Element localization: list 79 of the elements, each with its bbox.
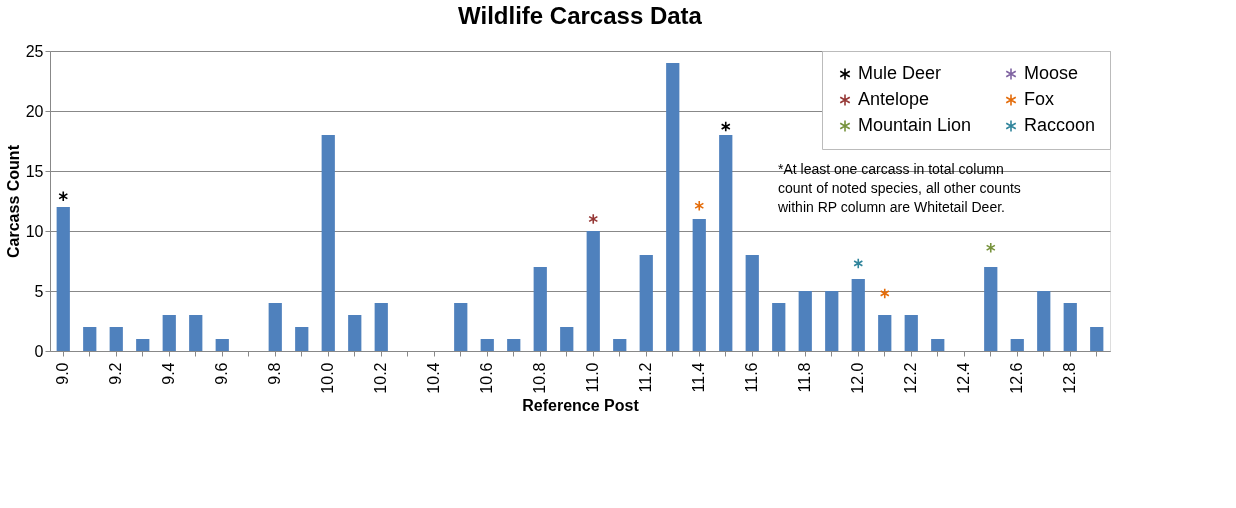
- point: [720, 121, 731, 133]
- x-tick-label: 9.0: [54, 362, 72, 385]
- x-tick-label: 10.2: [372, 362, 390, 394]
- x-tick-label: 9.4: [160, 362, 178, 385]
- bar: [745, 255, 759, 351]
- bar: [904, 315, 918, 351]
- bar: [666, 63, 680, 351]
- x-tick-label: 12.0: [849, 362, 867, 394]
- bar: [215, 339, 229, 351]
- y-tick-label: 25: [25, 42, 44, 60]
- point: [853, 257, 864, 269]
- bar: [109, 327, 123, 351]
- x-axis-title: Reference Post: [522, 396, 640, 414]
- bar: [586, 231, 600, 351]
- bar: [268, 303, 282, 351]
- chart-title: Wildlife Carcass Data: [458, 2, 703, 29]
- bar: [1090, 327, 1104, 351]
- x-tick-label: 11.0: [584, 362, 602, 393]
- bar: [851, 279, 865, 351]
- legend-label: Fox: [1024, 89, 1055, 109]
- bar: [136, 339, 150, 351]
- legend-label: Moose: [1024, 63, 1079, 83]
- bar: [825, 291, 839, 351]
- point: [58, 190, 69, 202]
- x-tick-label: 9.2: [107, 362, 125, 385]
- y-axis-title: Carcass Count: [4, 144, 22, 258]
- bar: [480, 339, 494, 351]
- x-tick-label: 12.4: [955, 362, 973, 394]
- x-tick-label: 9.8: [266, 362, 284, 385]
- legend-label: Mountain Lion: [858, 115, 972, 135]
- x-tick-label: 10.0: [319, 362, 337, 394]
- x-tick-label: 12.8: [1061, 362, 1079, 394]
- y-tick-label: 0: [34, 342, 44, 360]
- x-tick-label: 11.2: [637, 362, 655, 393]
- bar: [613, 339, 627, 351]
- annotation: *At least one carcass in total column count of noted species, all other counts within RP column are Whitetail Deer.: [777, 161, 1021, 215]
- bar: [931, 339, 945, 351]
- y-tick-label: 15: [25, 162, 44, 180]
- point: [985, 242, 996, 254]
- bar: [321, 135, 335, 351]
- bar: [772, 303, 786, 351]
- legend-label: Antelope: [858, 89, 930, 109]
- bar: [639, 255, 653, 351]
- bar: [162, 315, 176, 351]
- bar: [454, 303, 468, 351]
- point: [879, 287, 890, 299]
- bar: [1010, 339, 1024, 351]
- point: [588, 213, 599, 225]
- bar: [374, 303, 388, 351]
- x-tick-label: 11.4: [690, 362, 708, 393]
- x-tick-label: 11.6: [743, 362, 761, 393]
- bar: [295, 327, 309, 351]
- x-tick-label: 12.2: [902, 362, 920, 394]
- x-tick-label: 10.6: [478, 362, 496, 394]
- bar: [83, 327, 97, 351]
- bar: [1037, 291, 1051, 351]
- x-tick-label: 10.8: [531, 362, 549, 394]
- bar: [507, 339, 521, 351]
- y-tick-label: 20: [25, 102, 44, 120]
- x-tick-label: 9.6: [213, 362, 231, 385]
- bar: [719, 135, 733, 351]
- legend-label: Mule Deer: [858, 63, 942, 83]
- x-tick-label: 11.8: [796, 362, 814, 393]
- x-tick-label: 12.6: [1008, 362, 1026, 394]
- bar: [692, 219, 706, 351]
- y-tick-label: 5: [34, 282, 44, 300]
- y-tick-label: 10: [25, 222, 44, 240]
- bar: [560, 327, 574, 351]
- bar: [533, 267, 547, 351]
- bar: [878, 315, 892, 351]
- bar: [56, 207, 70, 351]
- bar: [1063, 303, 1077, 351]
- bar: [798, 291, 812, 351]
- bar: [348, 315, 362, 351]
- x-tick-label: 10.4: [425, 362, 443, 394]
- bar: [189, 315, 203, 351]
- bar: [984, 267, 998, 351]
- legend-label: Raccoon: [1024, 115, 1096, 135]
- point: [694, 200, 705, 212]
